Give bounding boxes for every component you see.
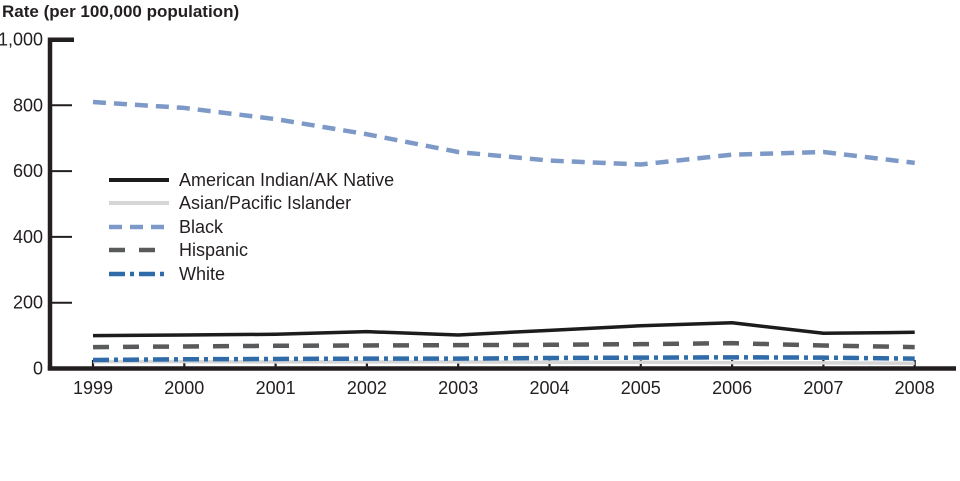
- series-line-black: [92, 99, 915, 167]
- chart-title: Rate (per 100,000 population): [2, 2, 240, 21]
- legend-line-sample: [109, 224, 169, 229]
- x-tick-label: 2002: [347, 378, 387, 398]
- legend-label: Black: [179, 216, 224, 237]
- legend-line-sample: [109, 271, 169, 276]
- series-line-white: [92, 355, 915, 363]
- y-tick-label: 600: [13, 161, 43, 181]
- series-line-asian-pacific-islander: [93, 359, 915, 365]
- data-series: [92, 99, 915, 365]
- legend-line-sample: [109, 177, 169, 182]
- x-tick-label: 2007: [803, 378, 843, 398]
- legend-label: Asian/Pacific Islander: [179, 193, 352, 214]
- legend-line-sample: [109, 248, 169, 253]
- legend-item-asian-pacific-islander: Asian/Pacific Islander: [108, 192, 394, 216]
- y-tick-label: 200: [13, 293, 43, 313]
- x-tick-label: 2003: [438, 378, 478, 398]
- series-line-american-indian-ak-native: [92, 321, 915, 338]
- x-tick-label: 2001: [256, 378, 296, 398]
- legend-item-white: White: [108, 262, 394, 286]
- legend: American Indian/AK Native Asian/Pacific …: [108, 168, 394, 286]
- y-tick-label: 1,000: [0, 30, 43, 50]
- y-tick-label: 400: [13, 227, 43, 247]
- legend-item-hispanic: Hispanic: [108, 239, 394, 263]
- series-line-hispanic: [92, 340, 915, 350]
- x-tick-label: 1999: [73, 378, 113, 398]
- x-tick-label: 2004: [529, 378, 569, 398]
- legend-line-sample: [109, 201, 169, 206]
- legend-item-american-indian: American Indian/AK Native: [108, 168, 394, 192]
- legend-label: American Indian/AK Native: [179, 169, 395, 190]
- y-tick-label: 800: [13, 95, 43, 115]
- legend-item-black: Black: [108, 215, 394, 239]
- legend-label: Hispanic: [179, 240, 249, 261]
- legend-label: White: [179, 263, 226, 284]
- y-tick-label: 0: [33, 359, 43, 379]
- x-tick-label: 2000: [164, 378, 204, 398]
- x-tick-label: 2005: [621, 378, 661, 398]
- x-tick-label: 2008: [895, 378, 935, 398]
- axis-labels: 0 200 400 600 800 1,000 1999 2000 2001 2002 2003 20…: [0, 30, 935, 399]
- x-tick-label: 2006: [712, 378, 752, 398]
